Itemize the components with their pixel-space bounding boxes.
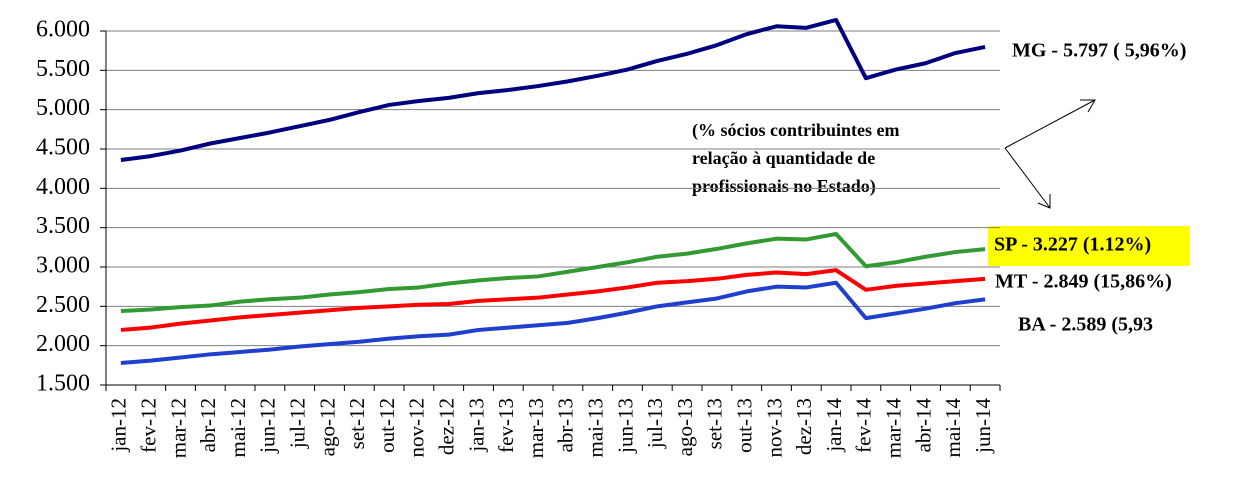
y-tick-label: 3.500: [36, 213, 90, 239]
x-tick-label: jun-14: [971, 398, 995, 454]
arrow: [1004, 99, 1096, 149]
arrow: [1004, 147, 1051, 209]
x-tick-label: jan-12: [107, 398, 131, 453]
x-tick-label: fev-13: [494, 398, 518, 453]
series-label: MT - 2.849 (15,86%): [995, 271, 1172, 293]
y-tick-label: 4.500: [36, 135, 90, 161]
x-tick-label: mai-12: [226, 398, 250, 457]
annotation-line: (% sócios contribuintes em: [692, 120, 899, 141]
y-tick-label: 5.000: [36, 95, 90, 121]
x-tick-label: out-13: [733, 398, 757, 453]
x-tick-label: abr-12: [196, 398, 220, 452]
y-tick-label: 4.000: [36, 174, 90, 200]
x-tick-label: set-13: [703, 398, 727, 449]
annotation-line: relação à quantidade de: [692, 148, 875, 168]
y-tick-label: 2.000: [36, 331, 90, 357]
x-tick-label: jun-13: [613, 398, 637, 454]
x-tick-label: jul-13: [643, 398, 667, 449]
x-tick-label: ago-13: [673, 398, 697, 456]
series-line: [120, 280, 986, 365]
x-tick-label: jun-12: [256, 398, 280, 454]
x-tick-label: ago-12: [315, 398, 339, 456]
arrow-head: [1080, 99, 1096, 113]
y-tick-label: 2.500: [36, 292, 90, 318]
y-tick-label: 3.000: [36, 253, 90, 279]
x-tick-label: mar-14: [882, 398, 906, 459]
x-tick-label: set-12: [345, 398, 369, 449]
x-tick-label: nov-12: [405, 398, 429, 458]
x-tick-label: jul-12: [286, 398, 310, 449]
x-tick-label: fev-14: [852, 398, 876, 453]
x-tick-label: abr-14: [911, 398, 935, 453]
x-tick-label: out-12: [375, 398, 399, 453]
series-line: [120, 231, 986, 314]
x-tick-label: mar-12: [166, 398, 190, 458]
y-tick-label: 1.500: [36, 371, 90, 397]
series-label: BA - 2.589 (5,93: [1018, 314, 1153, 336]
x-tick-label: mai-14: [941, 398, 965, 458]
x-tick-label: jan-13: [464, 398, 488, 453]
series-label: SP - 3.227 (1.12%): [994, 234, 1151, 256]
x-tick-label: fev-12: [137, 398, 161, 453]
annotation-line: profissionais no Estado): [692, 176, 876, 197]
x-tick-label: mar-13: [524, 398, 548, 458]
series-line: [120, 268, 986, 332]
x-tick-label: dez-13: [792, 398, 816, 455]
y-tick-label: 5.500: [36, 56, 90, 82]
x-tick-label: dez-12: [435, 398, 459, 455]
arrow-head: [1037, 194, 1051, 209]
y-tick-label: 6.000: [36, 17, 90, 43]
x-tick-label: abr-13: [554, 398, 578, 452]
series-label: MG - 5.797 ( 5,96%): [1012, 40, 1186, 62]
series-line: [120, 17, 986, 162]
x-tick-label: mai-13: [584, 398, 608, 457]
x-tick-label: jan-14: [822, 398, 846, 453]
x-tick-label: nov-13: [762, 398, 786, 458]
label-highlight: [988, 226, 1190, 266]
